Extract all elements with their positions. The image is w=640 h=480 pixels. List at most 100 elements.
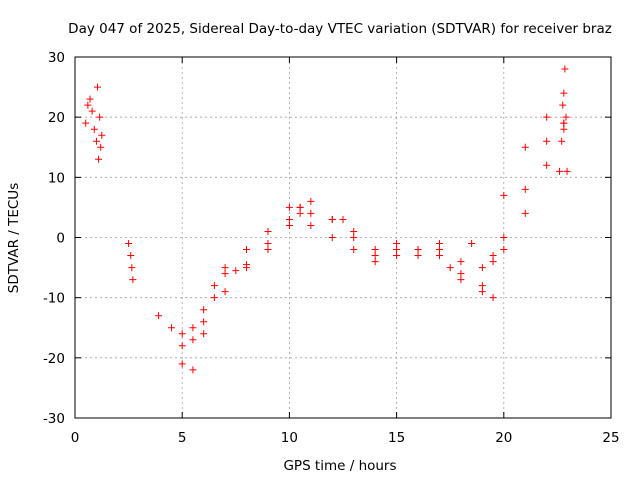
data-point	[521, 209, 529, 217]
data-point	[446, 264, 454, 272]
y-tick-label: 20	[48, 110, 65, 126]
data-point	[339, 215, 347, 223]
data-point	[371, 258, 379, 266]
x-tick-label: 20	[495, 430, 512, 446]
data-point	[178, 360, 186, 368]
data-point	[84, 101, 92, 109]
y-tick-labels: -30 -20 -10 0 10 20 30	[43, 50, 65, 427]
data-point	[414, 252, 422, 260]
data-point	[167, 324, 175, 332]
data-point	[296, 203, 304, 211]
data-point	[561, 65, 569, 73]
data-point	[95, 155, 103, 163]
data-point	[94, 83, 102, 91]
data-point	[210, 282, 218, 290]
data-point	[489, 252, 497, 260]
data-point	[457, 270, 465, 278]
series-track-a	[155, 125, 568, 374]
data-point	[264, 227, 272, 235]
data-point	[98, 131, 106, 139]
chart-title: Day 047 of 2025, Sidereal Day-to-day VTE…	[68, 21, 612, 37]
y-tick-label: -10	[43, 291, 65, 307]
y-tick-label: 0	[56, 231, 65, 247]
data-point	[264, 240, 272, 248]
data-point	[393, 246, 401, 254]
data-point	[243, 264, 251, 272]
data-point	[371, 246, 379, 254]
data-point	[543, 161, 551, 169]
data-point	[296, 209, 304, 217]
series-start-cluster	[82, 83, 106, 163]
x-tick-label: 5	[178, 430, 187, 446]
y-tick-label: -20	[43, 351, 65, 367]
series-end-spike	[556, 65, 571, 175]
data-point	[500, 191, 508, 199]
data-point	[489, 258, 497, 266]
y-tick-label: 10	[48, 170, 65, 186]
data-point	[559, 101, 567, 109]
data-point	[478, 288, 486, 296]
series-short-segment	[125, 240, 137, 284]
data-point	[200, 306, 208, 314]
x-tick-label: 25	[602, 430, 619, 446]
x-tick-label: 0	[71, 430, 80, 446]
data-point	[82, 119, 90, 127]
y-tick-label: 30	[48, 50, 65, 66]
x-tick-label: 10	[281, 430, 298, 446]
data-point	[435, 240, 443, 248]
data-point	[210, 294, 218, 302]
data-point	[285, 221, 293, 229]
data-point	[307, 221, 315, 229]
data-point	[221, 288, 229, 296]
x-tick-label: 15	[388, 430, 405, 446]
data-point	[86, 95, 94, 103]
data-point	[189, 336, 197, 344]
data-point	[307, 209, 315, 217]
data-point	[90, 125, 98, 133]
data-point	[350, 227, 358, 235]
data-point	[96, 113, 104, 121]
data-point	[264, 246, 272, 254]
data-point	[125, 240, 133, 248]
data-point	[393, 252, 401, 260]
data-point	[543, 113, 551, 121]
data-point	[350, 234, 358, 241]
data-points	[82, 65, 571, 374]
data-point	[178, 342, 186, 350]
data-point	[556, 167, 564, 175]
data-point	[243, 246, 251, 254]
data-point	[328, 234, 336, 241]
data-point	[178, 330, 186, 338]
y-tick-label: -30	[43, 411, 65, 427]
y-axis-label: SDTVAR / TECUs	[6, 183, 22, 293]
data-point	[457, 258, 465, 266]
data-point	[562, 113, 570, 121]
data-point	[221, 270, 229, 278]
data-point	[521, 143, 529, 151]
data-point	[560, 89, 568, 97]
data-point	[350, 246, 358, 254]
data-point	[393, 240, 401, 248]
series-track-c	[178, 119, 568, 338]
data-point	[155, 312, 163, 320]
data-point	[500, 246, 508, 254]
data-point	[435, 252, 443, 260]
data-point	[221, 264, 229, 272]
data-point	[92, 137, 100, 145]
data-point	[285, 215, 293, 223]
grid-lines	[75, 57, 611, 418]
x-axis-label: GPS time / hours	[283, 458, 396, 474]
series-track-b	[178, 113, 568, 350]
plot-frame	[74, 56, 612, 419]
data-point	[189, 366, 197, 374]
data-point	[200, 318, 208, 326]
data-point	[521, 185, 529, 193]
data-point	[285, 203, 293, 211]
data-point	[97, 143, 105, 151]
data-point	[468, 240, 476, 248]
data-point	[558, 137, 566, 145]
x-tick-labels: 0 5 10 15 20 25	[71, 430, 620, 446]
data-point	[489, 294, 497, 302]
data-point	[129, 276, 137, 284]
data-point	[200, 330, 208, 338]
